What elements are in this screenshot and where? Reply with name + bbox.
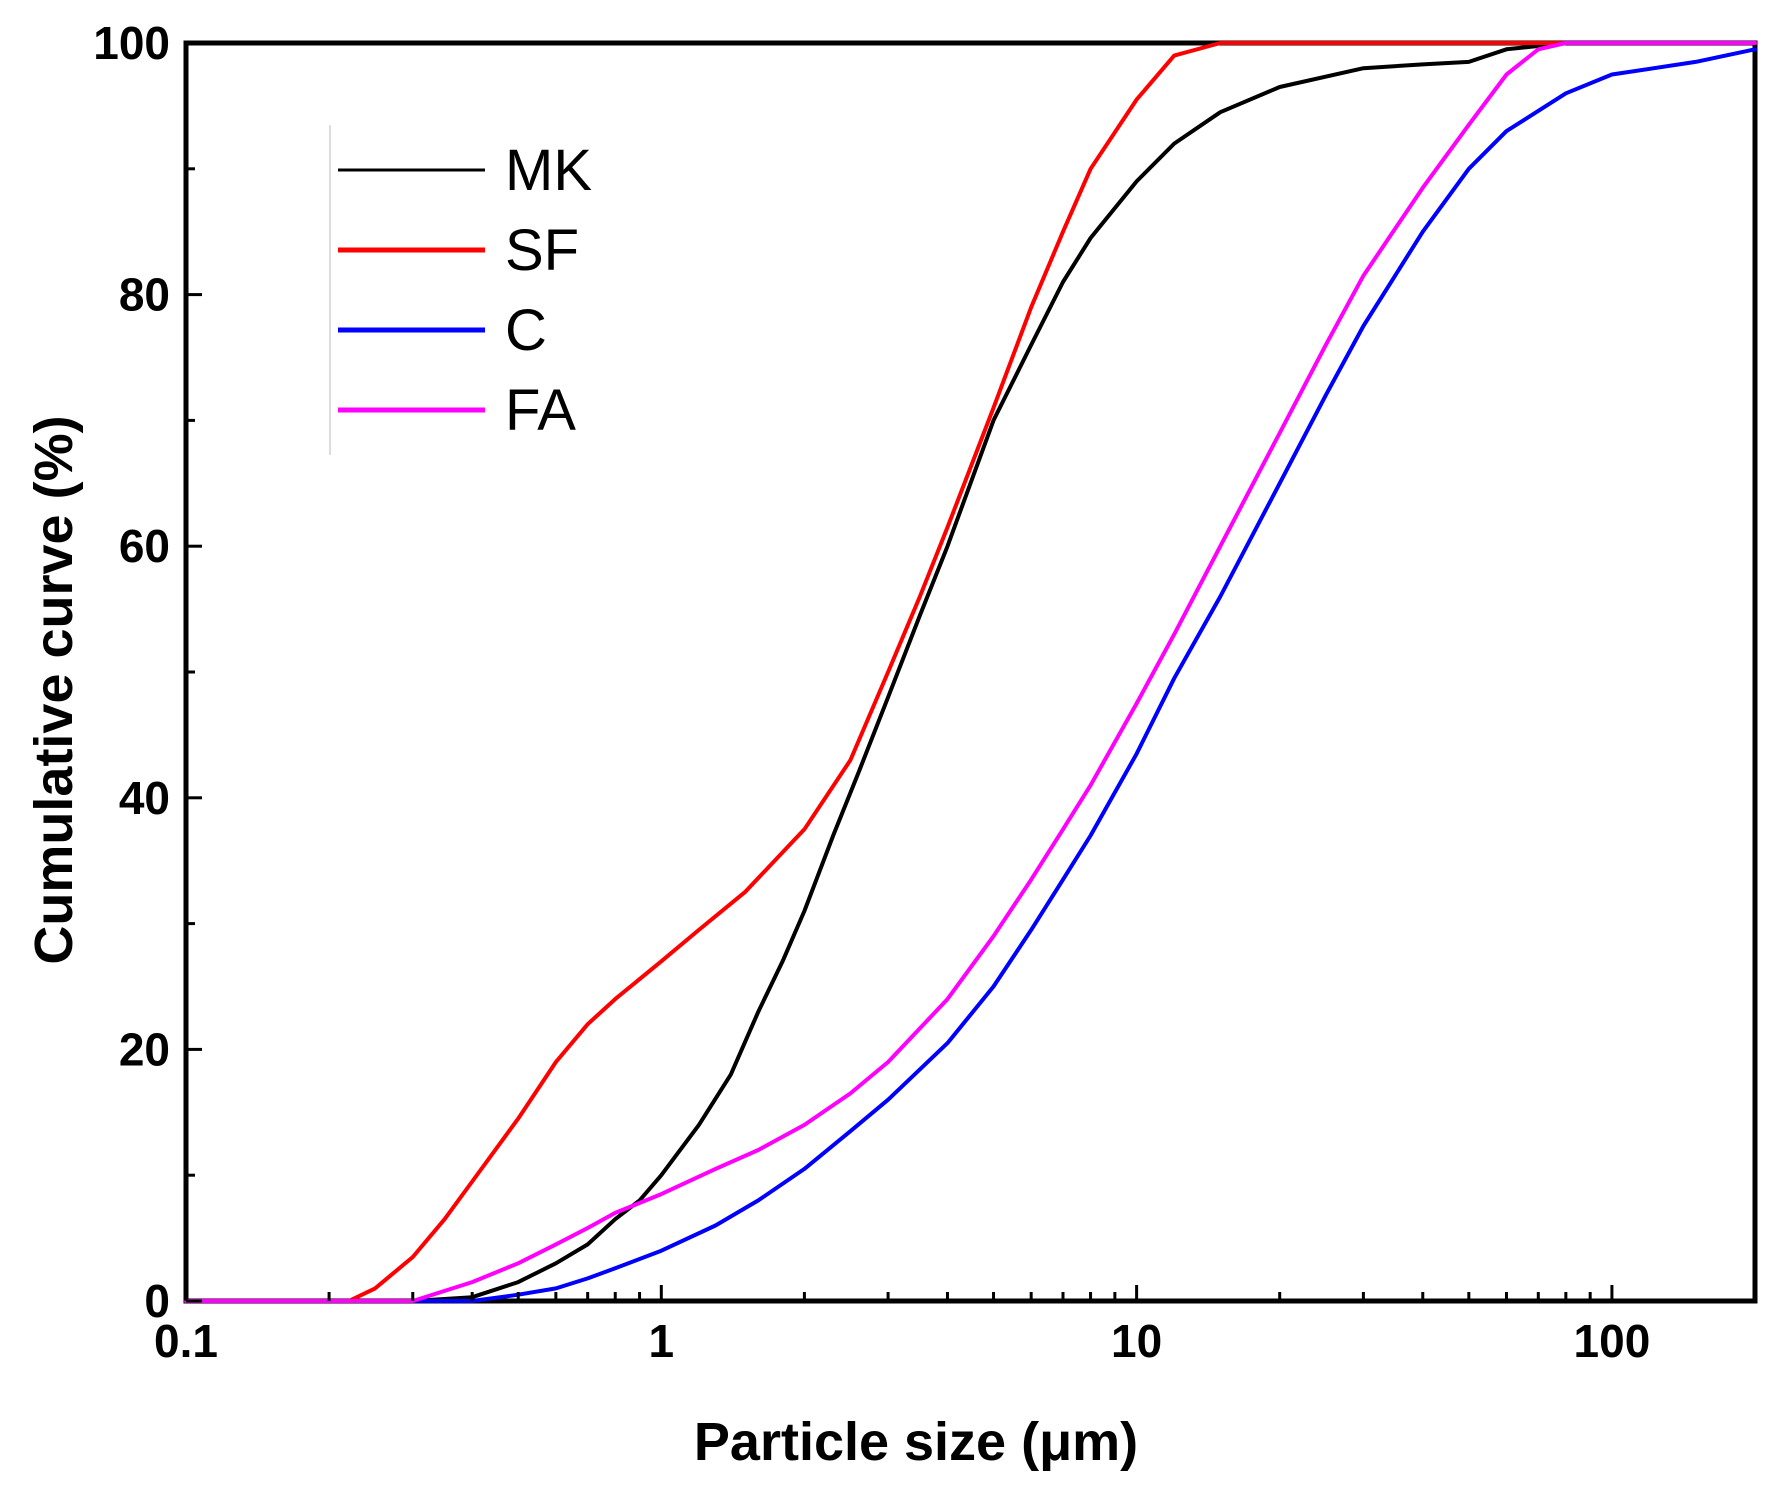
series-layer [184, 41, 1757, 1303]
y-tick-label: 60 [119, 520, 170, 572]
series-line-sf [184, 41, 1757, 1303]
y-tick-label: 80 [119, 269, 170, 321]
legend-label-fa: FA [505, 378, 576, 443]
x-tick-label: 10 [1111, 1315, 1162, 1367]
legend-label-mk: MK [505, 138, 592, 203]
legend-label-c: C [505, 298, 547, 363]
y-tick-label: 20 [119, 1023, 170, 1075]
legend-label-sf: SF [505, 218, 579, 283]
x-tick-label: 0.1 [154, 1315, 218, 1367]
series-line-fa [184, 41, 1757, 1303]
y-tick-label: 0 [144, 1275, 170, 1327]
ticks-layer: 0.1 1 10 100 0 20 40 60 80 100 [93, 17, 1757, 1367]
series-line-c [184, 47, 1757, 1303]
y-tick-label: 100 [93, 17, 170, 69]
x-tick-label: 1 [649, 1315, 675, 1367]
x-tick-label: 100 [1574, 1315, 1651, 1367]
legend: MK SF C FA [329, 125, 592, 455]
series-line-mk [184, 41, 1757, 1303]
y-axis-title: Cumulative curve (%) [24, 415, 84, 964]
y-tick-label: 40 [119, 772, 170, 824]
x-axis-title: Particle size (μm) [694, 1412, 1138, 1472]
